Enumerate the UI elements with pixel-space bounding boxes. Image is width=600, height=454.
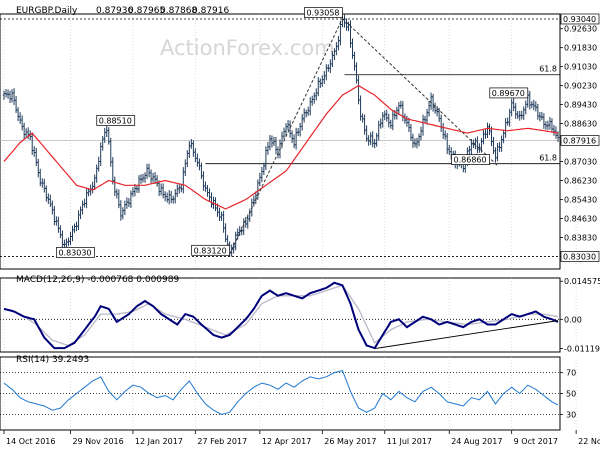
price-close: 0.87916: [192, 6, 229, 16]
price-axis-label: 0.88630: [564, 120, 597, 129]
price-panel: EURGBP.Daily 0.87936 0.87965 0.87868 0.8…: [0, 6, 600, 270]
price-axis-label: 0.92630: [564, 25, 597, 34]
macd-trendline: [374, 320, 559, 350]
rsi-title: RSI(14) 39.2493: [16, 355, 89, 365]
price-annotations: 0.83030 0.88510 0.83120 0.93058 0.86860 0.896…: [56, 7, 529, 258]
price-axis-label: 0.85430: [564, 195, 597, 204]
macd-axis: 0.014575 0.00 -0.011196: [560, 277, 600, 354]
price-annotation-label: 0.83120: [194, 246, 227, 255]
price-annotation-box: [96, 115, 136, 126]
price-trendline: [342, 18, 498, 166]
price-axis-label: 0.91030: [564, 63, 597, 72]
time-tick-label: 9 Oct 2017: [514, 437, 558, 446]
rsi-panel: RSI(14) 39.2493 70 50 30: [0, 355, 577, 431]
price-axis-label: 0.84630: [564, 214, 597, 223]
rsi-line: [3, 370, 559, 415]
fib-level-label: 61.8: [539, 154, 557, 163]
time-tick-label: 27 Feb 2017: [197, 437, 247, 446]
time-tick-label: 22 Nov 2017: [578, 437, 600, 446]
price-axis-label: 0.87030: [564, 158, 597, 167]
time-axis: 14 Oct 2016 29 Nov 2016 12 Jan 2017 27 Feb …: [3, 430, 600, 446]
time-tick-label: 11 Jul 2017: [387, 437, 432, 446]
time-tick-label: 12 Jan 2017: [135, 437, 183, 446]
price-axis-label: 0.91830: [564, 44, 597, 53]
price-axis-label: 0.83830: [564, 233, 597, 242]
price-grid: [0, 13, 577, 270]
macd-title: MACD(12,26,9) -0.000768 0.000989: [16, 275, 179, 285]
price-high: 0.87965: [128, 6, 165, 16]
price-trendline: [229, 18, 343, 255]
price-trendlines: [229, 18, 498, 255]
price-axis-label: 0.86230: [564, 177, 597, 186]
moving-average-line: [3, 84, 559, 210]
price-annotation-box: [489, 87, 529, 99]
last-price-label: 0.87916: [563, 137, 596, 146]
price-axis: 0.838300.846300.854300.862300.870300.878…: [560, 13, 600, 262]
price-annotation-box: [191, 244, 230, 256]
macd-axis-label: 0.00: [564, 315, 582, 324]
last-price-label-box: [560, 135, 600, 146]
top-price-label: 0.93040: [563, 15, 596, 24]
time-tick-label: 12 Apr 2017: [262, 437, 311, 446]
price-title: EURGBP.Daily: [16, 6, 78, 16]
price-annotation-box: [304, 7, 343, 18]
rsi-axis: 70 50 30: [560, 369, 576, 419]
price-annotation-label: 0.86860: [454, 156, 487, 165]
time-tick-label: 29 Nov 2016: [72, 437, 123, 446]
price-axis-label: 0.90230: [564, 82, 597, 91]
price-annotation-label: 0.93058: [306, 9, 339, 18]
price-axis-label: 0.89430: [564, 101, 597, 110]
time-tick-label: 14 Oct 2016: [6, 437, 55, 446]
macd-axis-label: -0.011196: [564, 345, 600, 354]
price-bars: [2, 14, 560, 257]
bottom-price-label-box: [560, 251, 600, 262]
time-tick-label: 24 Aug 2017: [451, 437, 502, 446]
macd-line: [3, 281, 559, 350]
price-annotation-box: [451, 154, 490, 165]
price-annotation-label: 0.89670: [492, 89, 525, 98]
macd-panel: MACD(12,26,9) -0.000768 0.000989 0.01457…: [0, 275, 600, 354]
macd-trendlines: [374, 320, 559, 350]
watermark: ActionForex.com: [160, 36, 335, 60]
macd-axis-label: 0.014575: [564, 277, 600, 286]
fib-level-label: 61.8: [539, 65, 557, 74]
price-low: 0.87868: [160, 6, 197, 16]
time-tick-label: 26 May 2017: [324, 437, 376, 446]
price-annotation-label: 0.83030: [58, 248, 91, 257]
price-annotation-label: 0.88510: [99, 116, 132, 125]
macd-frame: [0, 277, 561, 353]
bottom-price-label: 0.83030: [563, 252, 596, 261]
price-frame: [0, 13, 561, 270]
top-price-label-box: [560, 13, 600, 25]
price-annotation-box: [56, 247, 95, 258]
rsi-axis-label: 50: [566, 390, 576, 399]
price-open: 0.87936: [96, 6, 133, 16]
rsi-axis-label: 30: [566, 410, 576, 419]
rsi-axis-label: 70: [566, 369, 576, 378]
